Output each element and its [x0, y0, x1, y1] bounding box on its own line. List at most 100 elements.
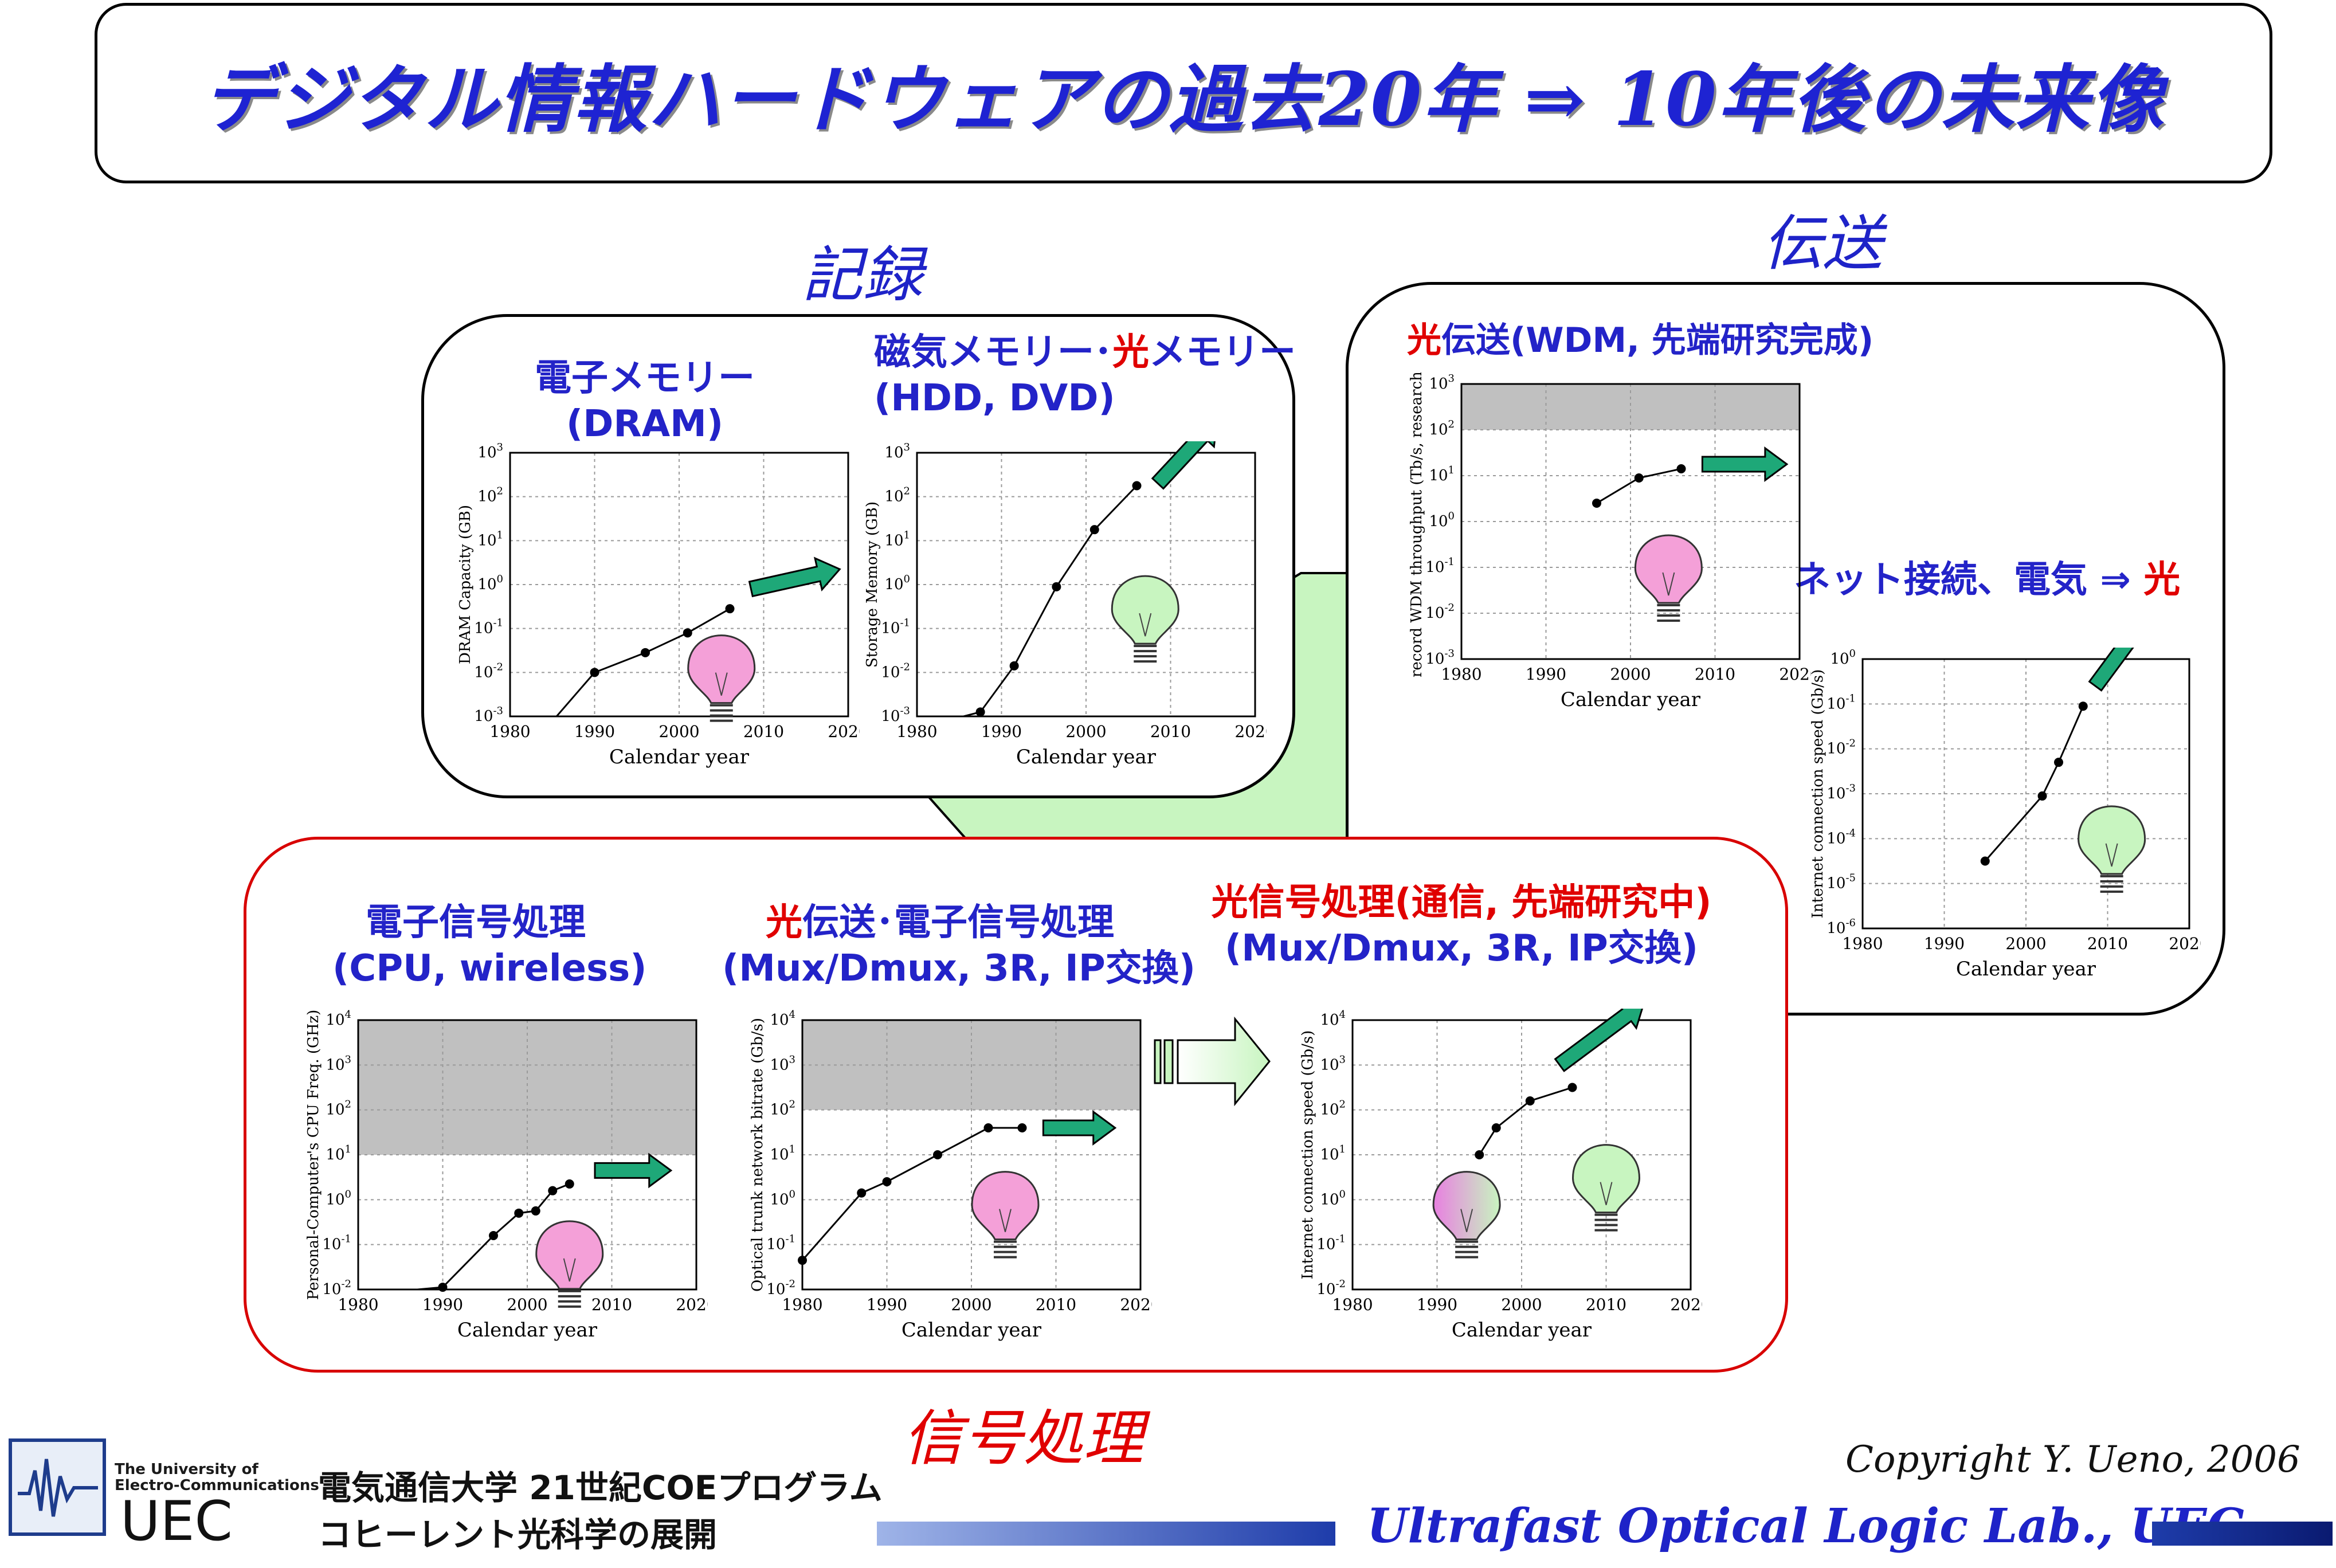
y-tick-label: 102: [477, 485, 503, 505]
trend-arrow-icon: [1042, 1110, 1117, 1146]
y-tick-label: 103: [1429, 373, 1455, 393]
coe-program: 電気通信大学 21世紀COEプログラム コヒーレント光科学の展開: [318, 1464, 883, 1558]
storage-label-line2: (HDD, DVD): [874, 377, 1115, 420]
x-tick-label: 1990: [574, 722, 615, 741]
y-tick-label: 10-2: [881, 661, 910, 681]
x-tick-label: 2010: [1695, 665, 1735, 684]
saturation-band: [358, 1020, 696, 1155]
plot-frame: [801, 1019, 1142, 1291]
trend-arrow-icon: [748, 556, 841, 598]
lab-name: Ultrafast Optical Logic Lab., UEC: [1367, 1499, 2244, 1554]
y-tick-label: 10-2: [474, 661, 503, 681]
y-tick-label: 10-1: [1827, 692, 1856, 712]
x-tick-label: 1990: [867, 1295, 907, 1314]
x-tick-label: 1980: [489, 722, 530, 741]
y-tick-label: 103: [326, 1053, 351, 1073]
net-label-b: 光: [2143, 559, 2181, 601]
data-point: [983, 1123, 993, 1132]
y-axis-label: Internet connection speed (Gb/s): [1299, 1030, 1316, 1280]
data-point: [683, 628, 692, 638]
x-tick-label: 2010: [1586, 1295, 1626, 1314]
plot-frame: [509, 452, 849, 718]
y-tick-label: 103: [770, 1053, 795, 1073]
x-axis-label: Calendar year: [902, 1319, 1042, 1341]
x-tick-label: 2020: [1120, 1295, 1152, 1314]
data-point: [1491, 1123, 1501, 1132]
series-line: [801, 1127, 1022, 1261]
data-point: [1017, 1123, 1027, 1132]
y-tick-label: 102: [884, 485, 910, 505]
y-tick-label: 10-1: [1316, 1233, 1346, 1253]
chart-wdm: 1980 1990 2000 2010 2020 10-3 10-2 10-1 100 101 10…: [1408, 373, 1811, 711]
trunk-label: 光伝送･電子信号処理 (Mux/Dmux, 3R, IP交換): [722, 900, 1196, 991]
y-tick-label: 101: [770, 1143, 795, 1163]
cpu-label: 電子信号処理 (CPU, wireless): [332, 900, 647, 991]
y-tick-label: 100: [1830, 648, 1856, 668]
y-tick-label: 10-3: [474, 705, 503, 725]
y-tick-label: 10-2: [1827, 738, 1856, 758]
x-tick-label: 1990: [1526, 665, 1566, 684]
y-tick-label: 102: [1429, 418, 1455, 438]
plot-frame: [916, 452, 1256, 718]
net-label: ネット接続、電気 ⇒ 光: [1794, 550, 2180, 603]
y-tick-label: 10-4: [1827, 827, 1856, 847]
univ-name-en: The University of Electro-Communications: [115, 1461, 319, 1493]
lightbulb-icon: [1111, 575, 1179, 663]
x-tick-label: 2000: [1501, 1295, 1542, 1314]
x-axis-label: Calendar year: [1956, 958, 2096, 980]
chart-dram: 1980 1990 2000 2010 2020 10-3 10-2 10-1 100 101 10…: [457, 441, 860, 768]
y-axis-label: Internet connection speed (Gb/s): [1809, 669, 1827, 919]
x-tick-label: 2010: [1150, 722, 1191, 741]
y-tick-label: 103: [884, 441, 910, 461]
x-tick-label: 2010: [2087, 934, 2128, 953]
y-tick-label: 10-1: [322, 1233, 351, 1253]
lightbulb-icon: [535, 1220, 604, 1308]
y-tick-label: 100: [477, 573, 503, 593]
y-tick-label: 100: [326, 1188, 351, 1208]
y-tick-label: 101: [1320, 1143, 1346, 1163]
storage-label-b: 光: [1112, 331, 1149, 374]
y-tick-label: 101: [326, 1143, 351, 1163]
x-tick-label: 2000: [2005, 934, 2046, 953]
data-point: [857, 1188, 867, 1198]
lightbulb-icon: [1432, 1171, 1501, 1259]
storage-label-a: 磁気メモリー･: [874, 331, 1112, 374]
data-point: [975, 707, 985, 717]
data-point: [1475, 1150, 1484, 1159]
footer-bar-left: [877, 1522, 1335, 1546]
data-point: [514, 1208, 524, 1218]
series-line: [1984, 705, 2084, 862]
data-point: [548, 1186, 558, 1195]
footer-bar-right: [2152, 1522, 2333, 1546]
y-tick-label: 100: [1429, 510, 1455, 530]
title-frame: デジタル情報ハードウェアの過去20年 ⇒ 10年後の未来像: [95, 3, 2272, 183]
data-point: [641, 648, 650, 657]
x-tick-label: 1980: [1842, 934, 1883, 953]
data-point: [2078, 701, 2088, 711]
optproc-label-line1: 光信号処理(通信, 先端研究中): [1211, 881, 1712, 924]
univ-name-en-2: Electro-Communications: [115, 1477, 319, 1494]
x-axis-label: Calendar year: [457, 1319, 598, 1341]
section-transmission: 伝送: [1762, 209, 1883, 279]
cpu-label-line1: 電子信号処理: [366, 901, 586, 944]
data-point: [1132, 481, 1142, 491]
plot-frame: [1351, 1019, 1692, 1291]
section-signal-processing: 信号処理: [903, 1404, 1144, 1473]
recording-panel: [421, 314, 1295, 798]
x-tick-label: 1980: [338, 1295, 378, 1314]
waveform-icon: [18, 1459, 98, 1517]
x-tick-label: 1980: [1441, 665, 1481, 684]
data-point: [2054, 758, 2063, 767]
y-tick-label: 104: [770, 1009, 795, 1029]
plot-frame: [357, 1019, 697, 1291]
lightbulb-icon: [2078, 805, 2146, 893]
data-point: [531, 1206, 540, 1216]
data-point: [933, 1150, 942, 1159]
section-recording: 記録: [802, 240, 923, 310]
page-title: デジタル情報ハードウェアの過去20年 ⇒ 10年後の未来像: [202, 57, 2165, 143]
x-axis-label: Calendar year: [1561, 688, 1701, 711]
data-point: [725, 604, 735, 614]
y-axis-label: Optical trunk network bitrate (Gb/s): [749, 1018, 766, 1292]
x-tick-label: 2020: [828, 722, 860, 741]
trunk-label-a: 光: [766, 901, 802, 944]
